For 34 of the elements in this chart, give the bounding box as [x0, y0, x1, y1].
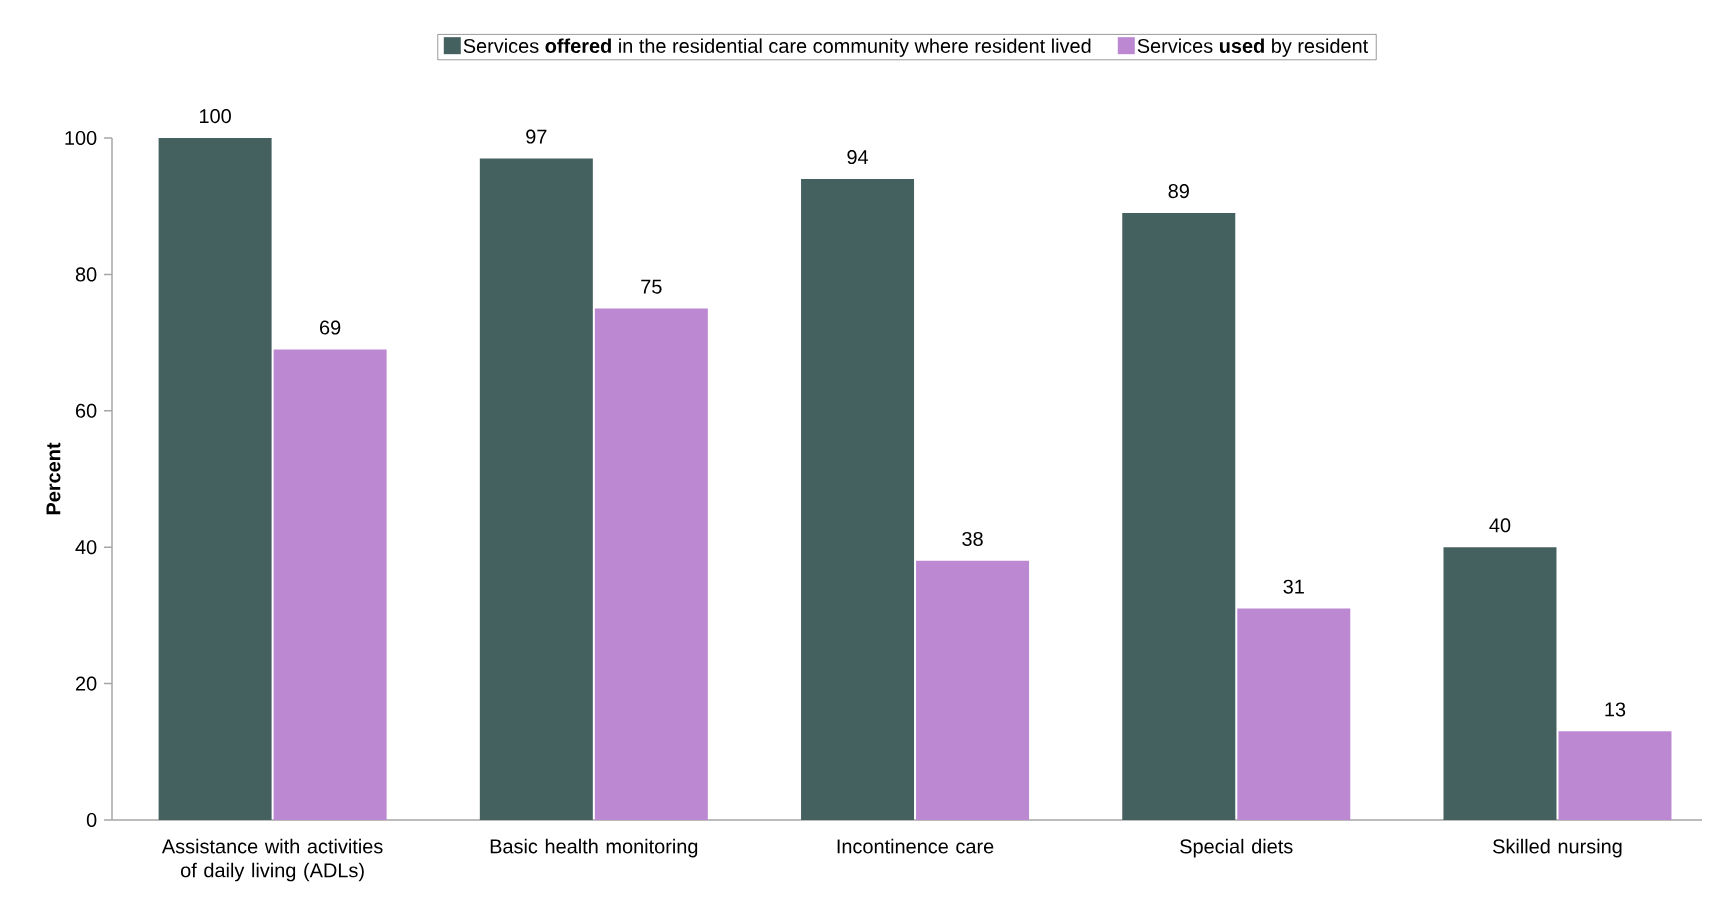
x-tick-label: Assistance with activities of daily living (ADLs)	[161, 838, 383, 882]
bar	[158, 137, 272, 820]
data-label: 75	[641, 279, 662, 294]
data-label: 38	[962, 531, 983, 546]
bar	[1558, 731, 1672, 820]
data-label: 31	[1283, 579, 1304, 594]
x-tick-label: Skilled nursing	[1493, 838, 1622, 858]
bar	[916, 560, 1030, 820]
legend-label: Services used by resident	[1137, 38, 1369, 57]
bar	[1237, 608, 1351, 820]
bar	[594, 308, 708, 820]
bar	[1122, 213, 1236, 820]
legend-label: Services offered in the residential care community where resident lived	[463, 38, 1091, 57]
bar	[273, 349, 387, 820]
y-tick-label: 0	[86, 812, 97, 828]
bar	[801, 178, 915, 820]
x-tick-label: Basic health monitoring	[490, 838, 698, 858]
x-tick-label: Incontinence care	[837, 838, 994, 854]
y-tick-label: 20	[76, 676, 97, 691]
y-tick-label: 100	[65, 130, 97, 146]
data-label: 69	[320, 320, 341, 335]
bar	[1443, 547, 1557, 820]
bar	[479, 158, 593, 820]
y-tick-label: 60	[76, 403, 97, 418]
y-tick-label: 80	[75, 267, 97, 282]
data-label: 89	[1168, 184, 1189, 199]
data-label: 97	[526, 129, 547, 144]
y-axis-title: Percent	[46, 442, 61, 515]
data-label: 100	[200, 109, 231, 124]
data-label: 94	[847, 149, 869, 165]
data-label: 13	[1605, 702, 1626, 717]
y-tick-label: 40	[75, 540, 97, 555]
data-label: 40	[1489, 518, 1511, 533]
x-tick-label: Special diets	[1180, 838, 1293, 858]
